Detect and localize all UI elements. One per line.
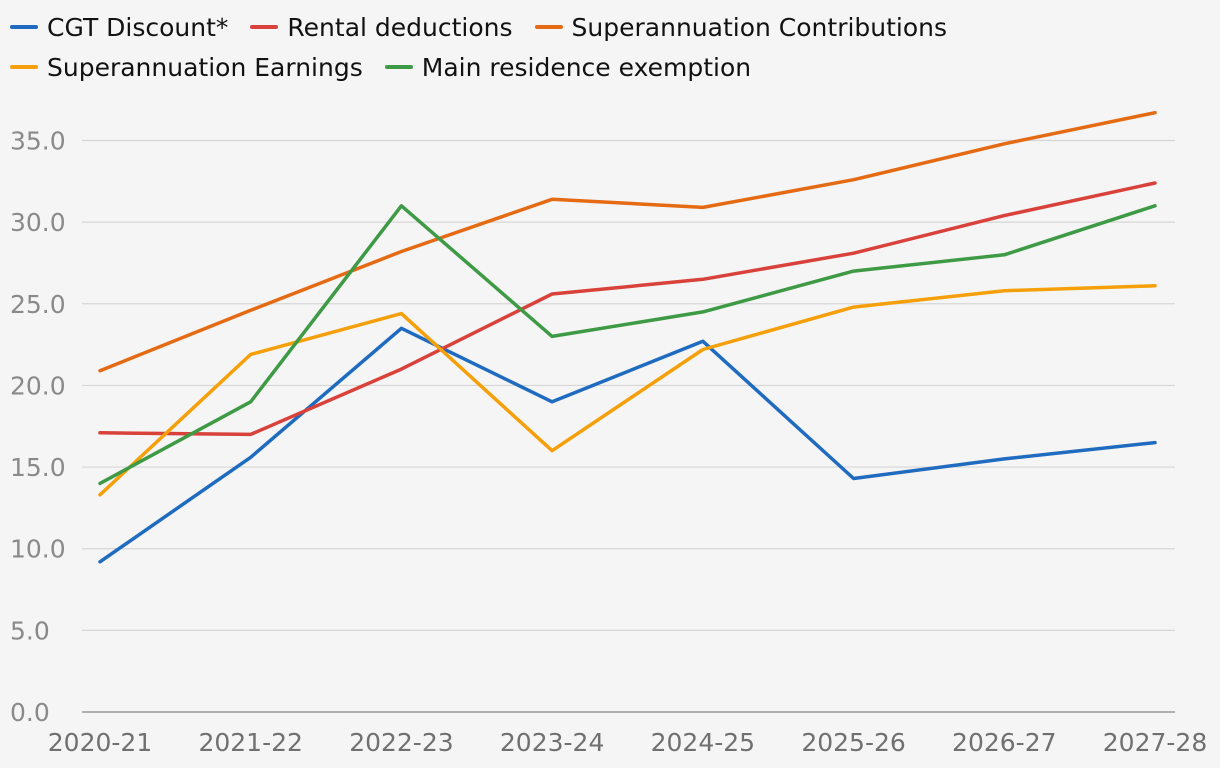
- y-tick-label: 10.0: [10, 535, 66, 564]
- legend-label: CGT Discount*: [47, 12, 229, 42]
- legend-swatch: [384, 65, 413, 69]
- legend-item: Main residence exemption: [384, 52, 752, 82]
- x-tick-label: 2021-22: [198, 728, 302, 757]
- chart-legend: CGT Discount* Rental deductions Superannua…: [10, 12, 1210, 82]
- legend-item: Rental deductions: [250, 12, 513, 42]
- y-axis-ticks: 0.0 5.0 10.0 15.0 20.0 25.0 30.0 35.0: [10, 127, 66, 728]
- legend-label: Superannuation Earnings: [47, 52, 363, 82]
- x-tick-label: 2022-23: [349, 728, 453, 757]
- series-line: [98, 110, 1157, 373]
- series-line: [98, 326, 1157, 564]
- x-tick-label: 2025-26: [801, 728, 905, 757]
- y-tick-label: 25.0: [10, 290, 66, 319]
- legend-item: Superannuation Contributions: [534, 12, 948, 42]
- y-tick-label: 15.0: [10, 453, 66, 482]
- series-line: [98, 204, 1157, 486]
- x-tick-label: 2023-24: [500, 728, 604, 757]
- legend-swatch: [250, 25, 279, 29]
- legend-item: Superannuation Earnings: [10, 52, 363, 82]
- legend-item: CGT Discount*: [10, 12, 228, 42]
- y-tick-label: 35.0: [10, 127, 66, 156]
- series-line: [98, 181, 1157, 437]
- legend-swatch: [10, 65, 38, 69]
- x-tick-label: 2024-25: [651, 728, 755, 757]
- series-lines: [98, 110, 1157, 564]
- y-tick-label: 20.0: [10, 371, 66, 400]
- legend-label: Rental deductions: [287, 12, 513, 42]
- legend-label: Main residence exemption: [421, 52, 752, 82]
- x-tick-label: 2020-21: [48, 728, 152, 757]
- x-axis-ticks: 2020-21 2021-22 2022-23 2023-24 2024-25 2025-…: [48, 728, 1207, 757]
- x-tick-label: 2026-27: [952, 728, 1056, 757]
- series-line: [98, 284, 1157, 497]
- y-tick-label: 30.0: [10, 208, 66, 237]
- x-tick-label: 2027-28: [1103, 728, 1207, 757]
- legend-swatch: [10, 25, 38, 29]
- y-tick-label: 5.0: [10, 616, 50, 645]
- legend-label: Superannuation Contributions: [571, 12, 948, 42]
- legend-swatch: [534, 25, 563, 29]
- gridlines: [82, 139, 1175, 713]
- y-tick-label: 0.0: [10, 698, 50, 727]
